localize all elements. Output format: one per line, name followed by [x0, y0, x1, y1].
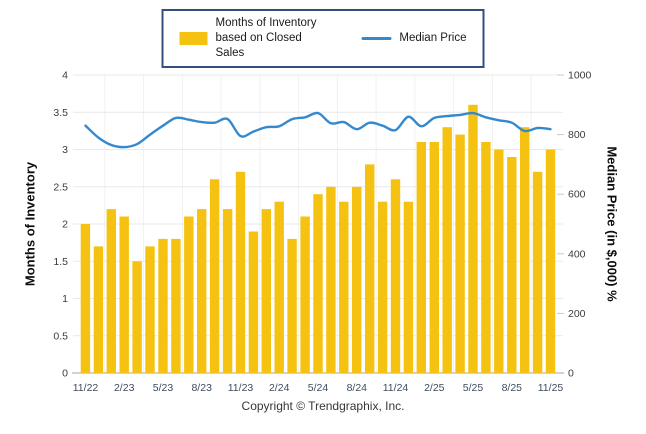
- inventory-bar: [158, 238, 168, 373]
- inventory-bar: [532, 171, 543, 373]
- inventory-bar: [274, 201, 284, 373]
- x-axis-tick-label: 8/24: [347, 382, 368, 394]
- inventory-bar: [80, 224, 91, 373]
- left-axis-tick-label: 1.5: [53, 256, 68, 268]
- inventory-bar: [132, 261, 142, 374]
- median-price-line: [84, 111, 552, 149]
- inventory-bar: [261, 209, 271, 373]
- left-axis-tick-label: 3.5: [53, 107, 68, 119]
- x-axis-tick-label: 11/22: [73, 382, 99, 394]
- left-axis-tick-label: 2: [62, 219, 68, 231]
- x-axis-tick-label: 5/25: [463, 382, 484, 394]
- inventory-bar: [287, 238, 297, 373]
- inventory-bar: [248, 231, 259, 373]
- inventory-bar: [507, 157, 517, 373]
- x-axis-tick-label: 11/23: [228, 382, 254, 394]
- left-axis-tick-label: 1: [62, 293, 68, 305]
- x-axis-tick-label: 8/23: [191, 382, 212, 394]
- inventory-bar: [494, 149, 504, 373]
- x-axis-tick-label: 11/25: [538, 382, 564, 394]
- x-axis-tick-label: 2/24: [269, 382, 290, 394]
- x-axis-tick-label: 11/24: [383, 382, 409, 394]
- inventory-bar: [339, 201, 349, 373]
- left-axis-tick-label: 0: [62, 368, 68, 380]
- inventory-bar: [429, 142, 439, 373]
- left-axis-title: Months of Inventory: [22, 161, 38, 287]
- inventory-bar: [545, 149, 556, 373]
- left-axis-tick-label: 3: [62, 144, 68, 156]
- inventory-bar: [235, 171, 246, 373]
- inventory-bar: [365, 164, 375, 373]
- x-axis-tick-label: 8/25: [502, 382, 523, 394]
- left-axis-tick-label: 0.5: [53, 330, 68, 342]
- right-axis-tick-label: 600: [568, 189, 586, 201]
- legend-item-median-price: Median Price: [361, 31, 467, 46]
- median-price-legend-label: Median Price: [399, 31, 467, 44]
- legend-item-inventory: Months of Inventory based on Closed Sale…: [179, 16, 334, 61]
- inventory-bar: [352, 186, 362, 374]
- right-axis-tick-label: 800: [568, 129, 586, 141]
- inventory-bar: [326, 186, 336, 374]
- inventory-bar: [377, 201, 388, 373]
- inventory-bar: [520, 127, 530, 373]
- x-axis-tick-label: 2/25: [424, 382, 445, 394]
- left-axis-tick-label: 4: [62, 70, 68, 82]
- copyright-text: Copyright © Trendgraphix, Inc.: [241, 399, 405, 413]
- inventory-bar: [119, 216, 129, 373]
- inventory-bar: [145, 246, 155, 373]
- legend-box: Months of Inventory based on Closed Sale…: [161, 9, 485, 68]
- inventory-bar: [197, 209, 207, 373]
- inventory-bar: [106, 209, 116, 373]
- inventory-legend-label: Months of Inventory based on Closed Sale…: [215, 17, 317, 59]
- inventory-bar: [416, 142, 426, 373]
- inventory-bar: [222, 209, 233, 373]
- inventory-bar: [403, 201, 414, 373]
- inventory-bar: [455, 134, 465, 373]
- inventory-bar: [93, 246, 104, 373]
- inventory-bar: [300, 216, 310, 373]
- median-price-line-swatch-icon: [361, 36, 392, 40]
- inventory-bar: [468, 104, 478, 374]
- right-axis-tick-label: 400: [568, 248, 586, 260]
- inventory-bar: [442, 127, 452, 373]
- x-axis-tick-label: 5/24: [308, 382, 329, 394]
- right-axis-title: Median Price (in $,000) %: [604, 146, 620, 302]
- inventory-bar: [209, 179, 220, 373]
- inventory-bar: [171, 238, 181, 373]
- right-axis-tick-label: 200: [568, 308, 586, 320]
- right-axis-tick-label: 1000: [568, 70, 592, 82]
- x-axis-tick-label: 5/23: [153, 382, 174, 394]
- inventory-bar: [184, 216, 194, 373]
- inventory-bar: [390, 179, 401, 373]
- left-axis-tick-label: 2.5: [53, 181, 68, 193]
- inventory-bar: [481, 142, 491, 373]
- inventory-bar-swatch-icon: [179, 31, 208, 45]
- inventory-bar: [313, 194, 323, 373]
- right-axis-tick-label: 0: [568, 368, 574, 380]
- x-axis-tick-label: 2/23: [114, 382, 135, 394]
